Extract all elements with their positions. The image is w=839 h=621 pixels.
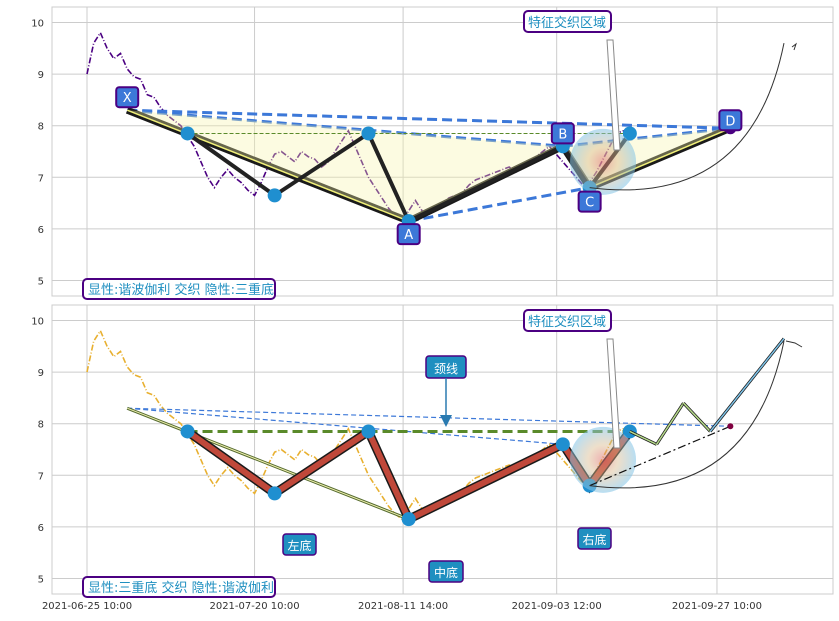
triple-bottom-point-top (267, 188, 282, 203)
y-tick-label: 7 (38, 173, 44, 184)
projection-leg (682, 402, 711, 432)
harmonic-point-label: C (585, 196, 594, 211)
bottom-footer-label: 显性:三重底 交织 隐性:谐波伽利 (88, 580, 274, 596)
harmonic-triangle-xab (127, 110, 563, 222)
harmonic-point-box (115, 86, 140, 109)
triple-bottom-point-bottom (555, 437, 570, 452)
bottom-zone-label: 特征交织区域 (528, 314, 606, 330)
harmonic-xd-dashed (127, 108, 731, 130)
top-zone-label: 特征交织区域 (528, 15, 606, 31)
harmonic-bd-dashed (562, 126, 731, 148)
left-bottom-label-box: 左底 (282, 533, 317, 556)
projection-curve-bottom (589, 341, 785, 489)
harmonic-point-label: D (725, 114, 735, 129)
top-zone-label-box: 特征交织区域 (523, 10, 612, 33)
zone-pointer-bottom (606, 338, 621, 449)
price-line-top (86, 31, 631, 223)
y-tick-label: 10 (31, 316, 44, 327)
feature-zone-top (570, 128, 637, 195)
neckline-label-box: 颈线 (425, 355, 467, 379)
panel-bottom-frame (51, 304, 834, 595)
triple-bottom-point-bottom (361, 424, 376, 439)
panel-top-frame (51, 6, 834, 297)
bottom-leg-xa-inner (127, 407, 409, 520)
y-tick-label: 5 (38, 277, 44, 288)
triple-bottom-point-bottom (180, 424, 195, 439)
harmonic-point-label: X (123, 91, 132, 106)
x-tick-label: 2021-07-20 10:00 (209, 601, 299, 612)
y-tick-label: 8 (38, 420, 44, 431)
end-dot-bottom (727, 423, 734, 430)
harmonic-point-box (396, 223, 421, 246)
feature-zone-bottom (570, 426, 637, 493)
projection-arrow-bottom (785, 340, 803, 348)
middle-bottom-label-box: 中底 (428, 560, 464, 583)
harmonic-ac-dashed (408, 186, 590, 223)
x-tick-label: 2021-09-03 12:00 (512, 601, 602, 612)
bottom-zone-label-box: 特征交织区域 (523, 309, 612, 332)
projection-arrow-top (791, 42, 797, 51)
harmonic-point-label: A (404, 228, 413, 243)
x-tick-label: 2021-08-11 14:00 (358, 601, 448, 612)
projection-curve-top (589, 43, 785, 191)
top-footer-label: 显性:谐波伽利 交织 隐性:三重底 (88, 282, 274, 298)
harmonic-xb-dashed (127, 108, 563, 148)
right-bottom-label-box: 右底 (577, 527, 612, 550)
right-bottom-label: 右底 (582, 532, 606, 547)
bottom-xb-dashed (127, 407, 563, 445)
triple-bottom-point-bottom (267, 486, 282, 501)
projection-leg (709, 338, 785, 432)
neckline-label: 颈线 (434, 362, 458, 376)
left-bottom-label: 左底 (287, 538, 311, 553)
top-footer-box: 显性:谐波伽利 交织 隐性:三重底 (82, 278, 276, 300)
y-tick-label: 6 (38, 225, 44, 236)
y-tick-label: 9 (38, 70, 44, 81)
y-tick-label: 5 (38, 575, 44, 586)
harmonic-leg-xa-inner (126, 109, 409, 222)
harmonic-point-box (577, 190, 602, 213)
harmonic-point-box (718, 109, 743, 132)
middle-bottom-label: 中底 (434, 565, 458, 580)
x-tick-label: 2021-09-27 10:00 (672, 601, 762, 612)
triple-bottom-point-top (180, 126, 195, 141)
projection-leg (656, 402, 685, 445)
triple-bottom-point-bottom (401, 512, 416, 527)
projection-dashdot (589, 425, 731, 487)
y-tick-label: 8 (38, 122, 44, 133)
x-tick-label: 2021-06-25 10:00 (42, 601, 132, 612)
harmonic-point-box (550, 122, 575, 145)
y-tick-label: 10 (31, 18, 44, 29)
y-tick-label: 6 (38, 523, 44, 534)
y-tick-label: 9 (38, 368, 44, 379)
projection-leg (629, 430, 657, 446)
triple-bottom-point-top (361, 126, 376, 141)
bottom-footer-box: 显性:三重底 交织 隐性:谐波伽利 (82, 576, 276, 598)
bottom-xd-dashed (127, 407, 731, 427)
zone-pointer-top (606, 39, 621, 151)
y-tick-label: 7 (38, 471, 44, 482)
price-line-bottom (86, 329, 631, 521)
harmonic-point-label: B (558, 127, 567, 142)
triple-bottom-point-top (622, 126, 637, 141)
